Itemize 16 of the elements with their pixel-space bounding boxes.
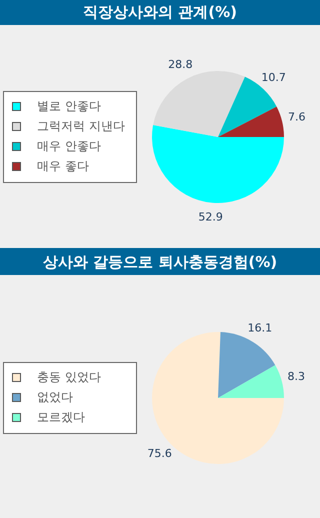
data-label: 7.6 <box>288 110 306 124</box>
legend-label: 그럭저럭 지낸다 <box>37 118 125 135</box>
data-label: 52.9 <box>198 210 223 224</box>
legend-label: 없었다 <box>37 389 73 406</box>
data-label: 10.7 <box>261 70 286 84</box>
data-label: 28.8 <box>168 58 193 71</box>
chart-title: 직장상사와의 관계(%) <box>0 0 320 25</box>
legend-label: 충동 있었다 <box>37 369 101 386</box>
legend-label: 매우 안좋다 <box>37 138 101 155</box>
legend-label: 매우 좋다 <box>37 158 89 175</box>
legend-label: 별로 안좋다 <box>37 98 101 115</box>
data-label: 16.1 <box>248 321 272 334</box>
data-label: 75.6 <box>147 446 172 460</box>
data-label: 8.3 <box>288 369 306 382</box>
legend-label: 모르겠다 <box>37 409 85 426</box>
chart-title: 상사와 갈등으로 퇴사충동경험(%) <box>0 250 320 275</box>
